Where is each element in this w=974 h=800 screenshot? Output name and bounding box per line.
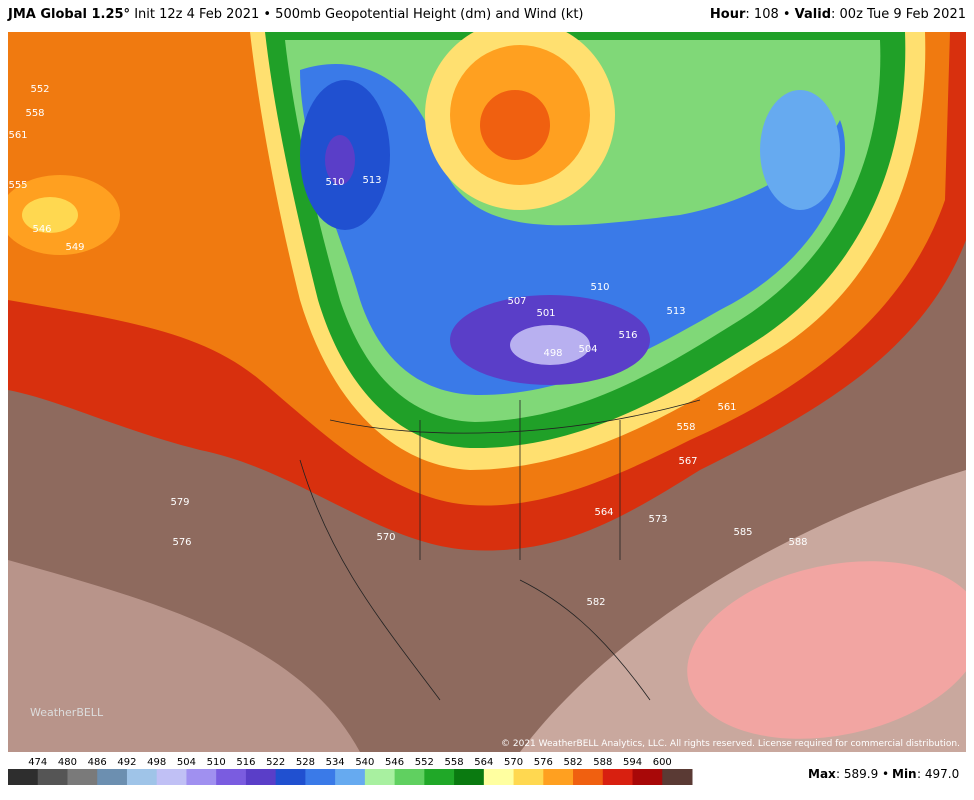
colorbar-swatch — [513, 769, 544, 785]
valid: : 00z Tue 9 Feb 2021 — [831, 7, 966, 22]
contour-label: 510 — [325, 177, 344, 188]
hour: : 108 • — [745, 7, 795, 22]
colorbar-swatch — [335, 769, 366, 785]
colorbar-swatch — [394, 769, 425, 785]
colorbar-swatch — [662, 769, 693, 785]
colorbar-label: 534 — [326, 757, 345, 768]
colorbar-label: 540 — [355, 757, 374, 768]
colorbar-label: 594 — [623, 757, 642, 768]
contour-label: 501 — [536, 308, 555, 319]
contour-label: 510 — [590, 282, 609, 293]
colorbar-swatch — [543, 769, 574, 785]
colorbar-swatch — [424, 769, 455, 785]
contour-label: 555 — [8, 180, 27, 191]
contour-label: 570 — [376, 532, 395, 543]
colorbar-label: 504 — [177, 757, 196, 768]
colorbar-swatch — [602, 769, 634, 785]
copyright: © 2021 WeatherBELL Analytics, LLC. All r… — [501, 739, 960, 749]
contour-label: 549 — [65, 242, 84, 253]
contour-label: 504 — [578, 344, 597, 355]
contour-label: 567 — [678, 456, 697, 467]
contour-label: 585 — [733, 527, 752, 538]
colorbar-swatch — [275, 769, 306, 785]
colorbar-label: 522 — [266, 757, 285, 768]
colorbar-swatch — [67, 769, 98, 785]
map-fields — [8, 32, 966, 752]
colorbar-swatch — [573, 769, 604, 785]
max: : 589.9 • — [836, 767, 889, 781]
min: : 497.0 — [917, 767, 959, 781]
colorbar-swatch — [216, 769, 247, 785]
contour-label: 573 — [648, 514, 667, 525]
colorbar-label: 564 — [474, 757, 493, 768]
contour-label: 507 — [507, 296, 526, 307]
colorbar-swatch — [97, 769, 128, 785]
colorbar-swatch — [126, 769, 158, 785]
contour-label: 579 — [170, 497, 189, 508]
min-label: Min — [892, 767, 917, 781]
contour-label: 552 — [30, 84, 49, 95]
colorbar-label: 546 — [385, 757, 404, 768]
colorbar-label: 600 — [653, 757, 672, 768]
colorbar-label: 576 — [534, 757, 553, 768]
header-right: Hour: 108 • Valid: 00z Tue 9 Feb 2021 — [710, 7, 966, 22]
colorbar-label: 480 — [58, 757, 77, 768]
contour-label: 576 — [172, 537, 191, 548]
contour-label: 561 — [8, 130, 27, 141]
colorbar-label: 528 — [296, 757, 315, 768]
colorbar-label: 498 — [147, 757, 166, 768]
contour-label: 561 — [717, 402, 736, 413]
colorbar-label: 570 — [504, 757, 523, 768]
colorbar-label: 588 — [593, 757, 612, 768]
colorbar-label: 582 — [563, 757, 582, 768]
colorbar-label: 486 — [88, 757, 107, 768]
contour-label: 564 — [594, 507, 613, 518]
header: JMA Global 1.25° Init 12z 4 Feb 2021 • 5… — [0, 0, 974, 28]
colorbar-label: 558 — [445, 757, 464, 768]
max-label: Max — [808, 767, 836, 781]
title: JMA Global 1.25° — [8, 7, 131, 22]
colorbar-swatch — [156, 769, 187, 785]
contour-label: 498 — [543, 348, 562, 359]
colorbar-swatch — [186, 769, 217, 785]
contour-label: 588 — [788, 537, 807, 548]
logo: WeatherBELL — [30, 706, 104, 719]
colorbar-label: 552 — [415, 757, 434, 768]
colorbar-swatch — [364, 769, 396, 785]
colorbar-swatch — [483, 769, 515, 785]
contour-label: 513 — [362, 175, 381, 186]
colorbar-label: 492 — [117, 757, 136, 768]
colorbar-label: 510 — [207, 757, 226, 768]
colorbar-swatch — [632, 769, 663, 785]
subtitle: Init 12z 4 Feb 2021 • 500mb Geopotential… — [134, 7, 584, 22]
contour-label: 558 — [25, 108, 44, 119]
colorbar-swatch — [245, 769, 277, 785]
colorbar-swatch — [37, 769, 68, 785]
contour-label: 582 — [586, 597, 605, 608]
colorbar-label: 516 — [236, 757, 255, 768]
colorbar-swatch — [305, 769, 336, 785]
hour-label: Hour — [709, 7, 746, 22]
contour-label: 516 — [618, 330, 637, 341]
colorbar-label: 474 — [28, 757, 47, 768]
contour-label: 513 — [666, 306, 685, 317]
contour-label: 546 — [32, 224, 51, 235]
valid-label: Valid — [794, 7, 832, 22]
colorbar-swatch — [8, 769, 39, 785]
colorbar-swatch — [454, 769, 485, 785]
header-left: JMA Global 1.25° Init 12z 4 Feb 2021 • 5… — [8, 7, 584, 22]
contour-label: 558 — [676, 422, 695, 433]
